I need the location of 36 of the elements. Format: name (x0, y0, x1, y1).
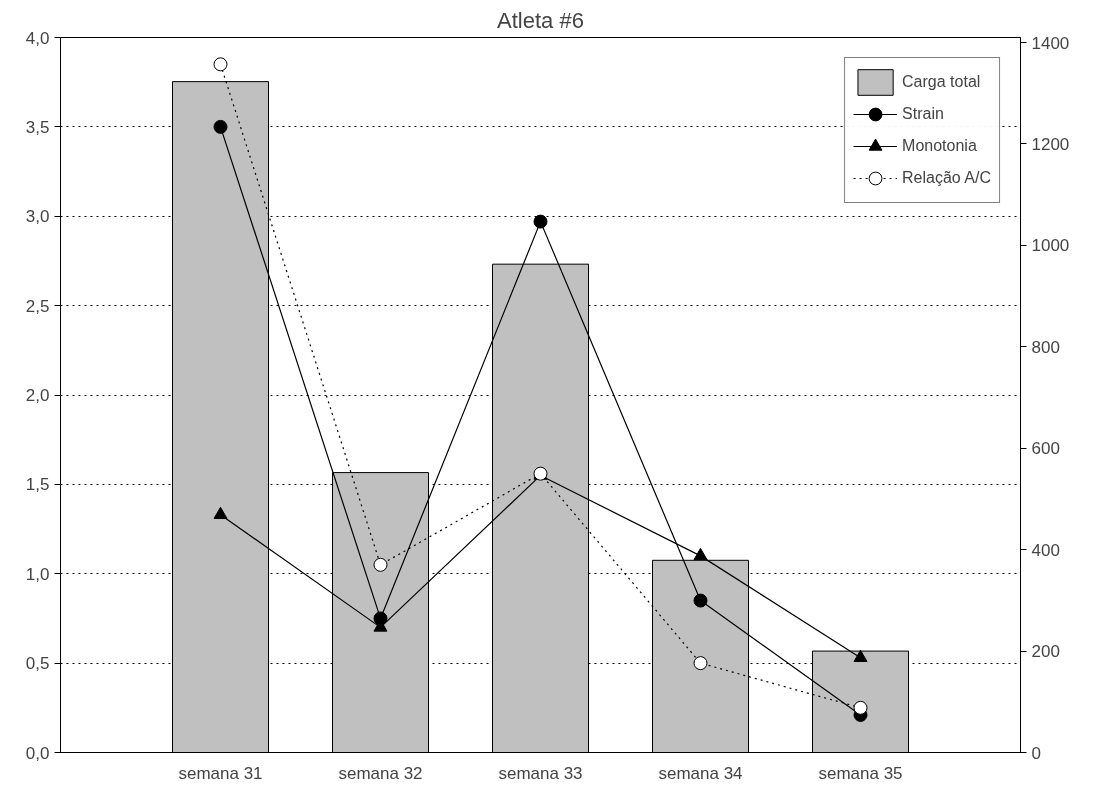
y2-tick-label: 800 (1031, 337, 1060, 357)
y-tick-label: 2,5 (25, 296, 50, 316)
y-tick-label: 1,5 (25, 475, 50, 495)
x-tick-label: semana 34 (658, 763, 743, 783)
point (213, 119, 228, 134)
y-tick-label: 0,0 (25, 743, 50, 763)
point (693, 656, 708, 671)
legend-label: Monotonia (902, 136, 977, 156)
point (853, 649, 868, 663)
y2-tick-label: 200 (1031, 642, 1060, 662)
point (853, 700, 868, 715)
legend-label: Strain (902, 104, 944, 124)
y2-tick-label: 1400 (1031, 33, 1070, 53)
legend-label: Relação A/C (902, 168, 991, 188)
y-tick-label: 2,0 (25, 386, 50, 405)
y-tick-label: 4,0 (25, 28, 50, 48)
point (533, 214, 548, 229)
x-tick-label: semana 33 (498, 763, 583, 783)
y2-tick-label: 0 (1031, 743, 1041, 763)
point (693, 547, 708, 561)
x-tick-label: semana 35 (818, 763, 903, 783)
y-tick-label: 1,0 (25, 564, 50, 584)
point (213, 506, 228, 520)
y2-tick-label: 1000 (1031, 236, 1070, 256)
y2-tick-label: 1200 (1031, 134, 1070, 154)
y-tick-label: 3,5 (25, 117, 50, 137)
y-tick-label: 3,0 (25, 207, 50, 227)
x-tick-label: semana 32 (338, 763, 423, 783)
legend-label: Carga total (902, 72, 981, 92)
x-tick-label: semana 31 (178, 763, 263, 783)
y2-tick-label: 600 (1031, 439, 1060, 459)
y-tick-label: 0,5 (25, 654, 50, 674)
point (373, 557, 388, 572)
point (693, 593, 708, 608)
y2-tick-label: 400 (1031, 540, 1060, 560)
chart-title: Atleta #6 (497, 7, 584, 33)
